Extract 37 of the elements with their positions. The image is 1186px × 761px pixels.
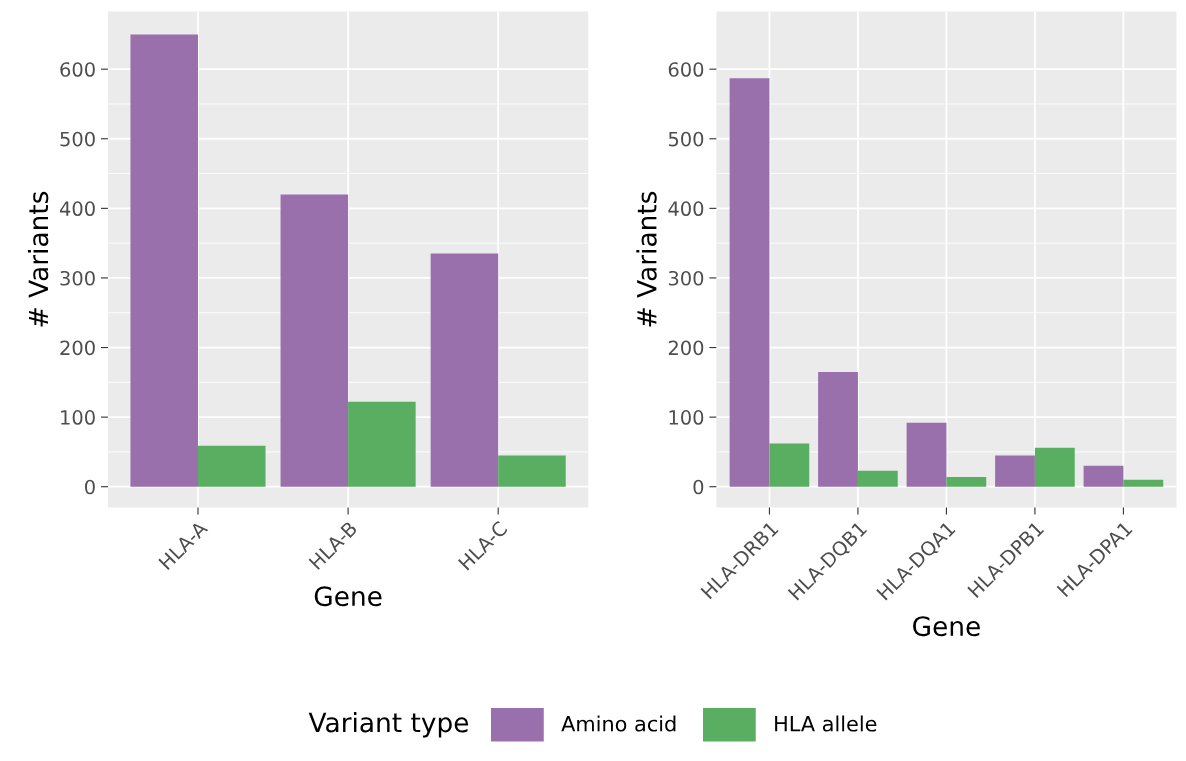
- bar: [1123, 479, 1164, 487]
- x-axis-title: Gene: [314, 586, 382, 607]
- y-tick-label: 500: [668, 131, 704, 147]
- y-tick-label: 600: [668, 62, 704, 77]
- y-tick-label: 300: [668, 270, 704, 286]
- y-tick-label: 100: [61, 410, 95, 425]
- y-tick-label: 0: [693, 479, 704, 495]
- x-axis-title: Gene: [913, 616, 980, 637]
- bar: [1083, 465, 1124, 487]
- y-tick-label: 600: [60, 62, 95, 77]
- bar: [769, 443, 810, 487]
- y-tick-label: 500: [60, 131, 95, 147]
- y-tick-label: 400: [59, 201, 95, 217]
- y-tick-label: 200: [668, 340, 704, 356]
- legend-title: Variant type: [308, 712, 469, 738]
- y-axis-title: # Variants: [636, 191, 657, 327]
- bar: [995, 455, 1035, 487]
- y-tick-label: 200: [60, 340, 95, 356]
- bar: [1034, 447, 1075, 487]
- bar: [280, 194, 349, 487]
- y-tick-label: 300: [60, 270, 95, 286]
- y-tick-label: 100: [669, 410, 704, 425]
- bar: [498, 455, 566, 487]
- bar: [946, 476, 987, 487]
- legend-label: Amino acid: [561, 715, 676, 732]
- bar: [729, 78, 770, 487]
- bar: [857, 470, 898, 487]
- y-tick-label: 400: [668, 201, 704, 217]
- y-tick-label: 0: [85, 479, 95, 495]
- bar: [348, 401, 416, 487]
- legend-label: HLA allele: [775, 715, 877, 732]
- bar: [197, 445, 266, 487]
- bar: [818, 371, 858, 487]
- bar: [906, 422, 947, 487]
- y-axis-title: # Variants: [27, 191, 49, 327]
- bar: [130, 34, 198, 487]
- bar: [430, 253, 499, 487]
